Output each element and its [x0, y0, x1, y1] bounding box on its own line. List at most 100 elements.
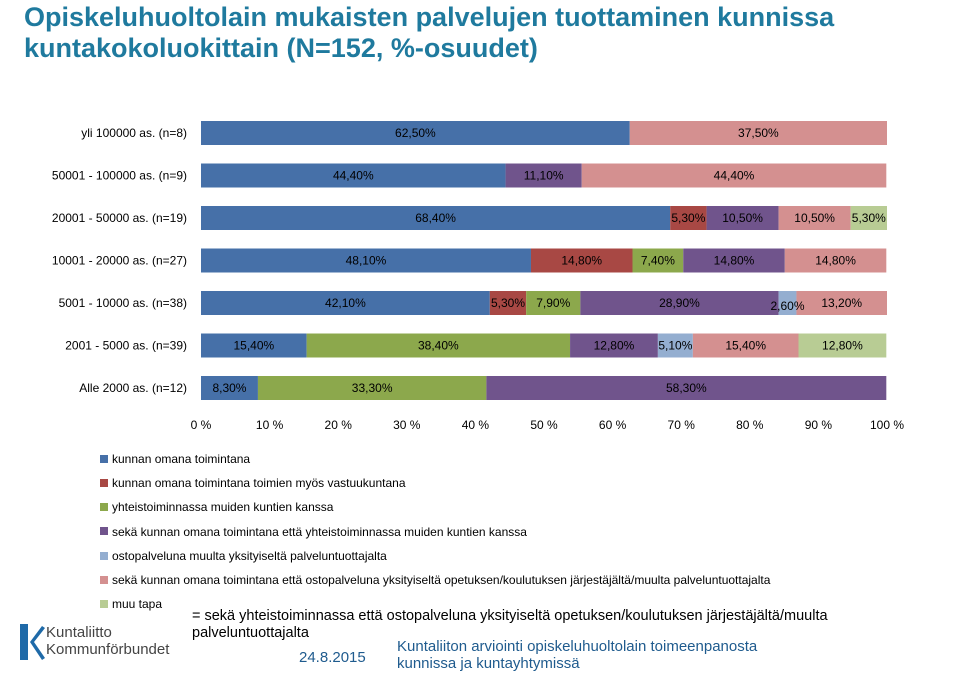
x-tick-label: 40 %: [462, 418, 490, 432]
data-label: 11,10%: [524, 169, 564, 183]
data-label: 38,40%: [418, 339, 459, 353]
legend-swatch: [100, 454, 108, 463]
bar-segment: [201, 248, 531, 273]
data-label: 10,50%: [722, 211, 763, 225]
bar-segment: [657, 333, 693, 358]
bars-group: [201, 121, 887, 400]
category-label: 10001 - 20000 as. (n=27): [52, 254, 187, 268]
data-label: 5,10%: [658, 339, 692, 353]
data-label: 42,10%: [325, 296, 366, 310]
legend-label: sekä kunnan omana toimintana että yhteis…: [112, 524, 527, 539]
data-label: 58,30%: [666, 381, 707, 395]
legend-item: kunnan omana toimintana toimien myös vas…: [100, 475, 406, 491]
bar-segment: [778, 206, 851, 230]
data-label: 7,40%: [641, 254, 675, 268]
data-label: 14,80%: [714, 254, 755, 268]
logo-line-1: Kuntaliitto: [46, 624, 112, 641]
footer-date: 24.8.2015: [299, 649, 366, 666]
legend-item: ostopalveluna muulta yksityiseltä palvel…: [100, 548, 387, 564]
bar-segment: [798, 333, 887, 358]
bar-segment: [850, 206, 887, 230]
data-label: 10,50%: [794, 211, 835, 225]
x-tick-label: 80 %: [736, 418, 764, 432]
data-label: 48,10%: [346, 254, 387, 268]
kuntaliitto-logo: Kuntaliitto Kommunförbundet: [16, 622, 186, 662]
data-labels-group: 62,50% 37,50% 44,40% 11,10% 44,40% 68,40% 5,30…: [212, 126, 886, 395]
bar-segment: [201, 291, 490, 315]
bar-segment: [505, 163, 582, 188]
legend-label: kunnan omana toimintana toimien myös vas…: [112, 476, 406, 491]
data-label: 37,50%: [738, 126, 779, 140]
x-tick-labels-group: 0 % 10 % 20 % 30 % 40 % 50 % 60 % 70 % 80 % 90 % 1…: [191, 418, 905, 432]
x-tick-label: 10 %: [256, 418, 284, 432]
kuntaliitto-logo-mark-icon: [20, 624, 45, 660]
data-label: 5,30%: [852, 211, 886, 225]
category-label: 5001 - 10000 as. (n=38): [59, 296, 187, 310]
x-tick-label: 70 %: [668, 418, 696, 432]
bar-segment: [580, 291, 779, 315]
data-label: 62,50%: [395, 126, 436, 140]
bar-segment: [201, 206, 671, 230]
category-label: yli 100000 as. (n=8): [81, 126, 187, 140]
logo-line-2: Kommunförbundet: [46, 641, 170, 658]
legend-swatch: [100, 527, 108, 536]
bar-segment: [683, 248, 785, 273]
legend-item: sekä kunnan omana toimintana että ostopa…: [100, 572, 770, 588]
legend-item: kunnan omana toimintana: [100, 451, 250, 467]
data-label: 14,80%: [561, 254, 602, 268]
bar-segment: [670, 206, 707, 230]
legend-label: yhteistoiminnassa muiden kuntien kanssa: [112, 500, 334, 515]
bar-segment: [486, 376, 887, 400]
legend-item: sekä kunnan omana toimintana että yhteis…: [100, 524, 527, 540]
bar-segment: [570, 333, 658, 358]
legend-swatch: [100, 600, 108, 609]
data-label: 15,40%: [725, 339, 766, 353]
bar-segment: [706, 206, 779, 230]
category-label: Alle 2000 as. (n=12): [79, 381, 187, 395]
footnote: = sekä yhteistoiminnassa että ostopalvel…: [192, 608, 828, 641]
bar-segment: [201, 333, 307, 358]
data-label: 13,20%: [821, 296, 862, 310]
bar-segment: [530, 248, 633, 273]
legend-label: kunnan omana toimintana: [112, 452, 251, 466]
data-label: 15,40%: [233, 339, 274, 353]
legend-label: sekä kunnan omana toimintana että ostopa…: [112, 573, 771, 587]
bar-segment: [778, 291, 797, 315]
bar-segment: [306, 333, 571, 358]
bar-segment: [632, 248, 684, 273]
category-label: 50001 - 100000 as. (n=9): [52, 169, 187, 183]
bar-segment: [489, 291, 527, 315]
bar-segment: [257, 376, 487, 400]
bar-segment: [581, 163, 887, 188]
data-label: 44,40%: [333, 169, 374, 183]
bar-segment: [201, 163, 506, 188]
x-tick-label: 60 %: [599, 418, 627, 432]
legend-item: yhteistoiminnassa muiden kuntien kanssa: [100, 499, 333, 515]
data-label: 14,80%: [815, 254, 856, 268]
bar-segment: [526, 291, 581, 315]
data-label: 8,30%: [212, 381, 246, 395]
stacked-bar-chart: 62,50% 37,50% 44,40% 11,10% 44,40% 68,40% 5,30…: [52, 121, 905, 432]
x-tick-label: 90 %: [805, 418, 833, 432]
legend-label: muu tapa: [112, 597, 163, 612]
data-label: 28,90%: [659, 296, 700, 310]
bar-segment: [201, 376, 258, 400]
data-label: 12,80%: [822, 339, 863, 353]
bar-segment: [629, 121, 887, 145]
footer-source: Kuntaliiton arviointi opiskeluhuoltolain…: [397, 638, 758, 672]
x-tick-label: 0 %: [191, 418, 212, 432]
legend-swatch: [100, 503, 108, 512]
x-tick-label: 50 %: [530, 418, 558, 432]
legend-item: muu tapa: [100, 596, 162, 612]
data-label: 68,40%: [415, 211, 456, 225]
bar-segment: [692, 333, 799, 358]
category-label: 2001 - 5000 as. (n=39): [65, 339, 187, 353]
legend-swatch: [100, 575, 108, 584]
bar-segment: [201, 121, 630, 145]
data-label: 2,60%: [771, 299, 805, 313]
chart-title: Opiskeluhuoltolain mukaisten palvelujen …: [24, 2, 835, 63]
data-label: 7,90%: [536, 296, 570, 310]
data-label: 5,30%: [671, 211, 705, 225]
data-label: 33,30%: [352, 381, 393, 395]
category-label: 20001 - 50000 as. (n=19): [52, 211, 187, 225]
